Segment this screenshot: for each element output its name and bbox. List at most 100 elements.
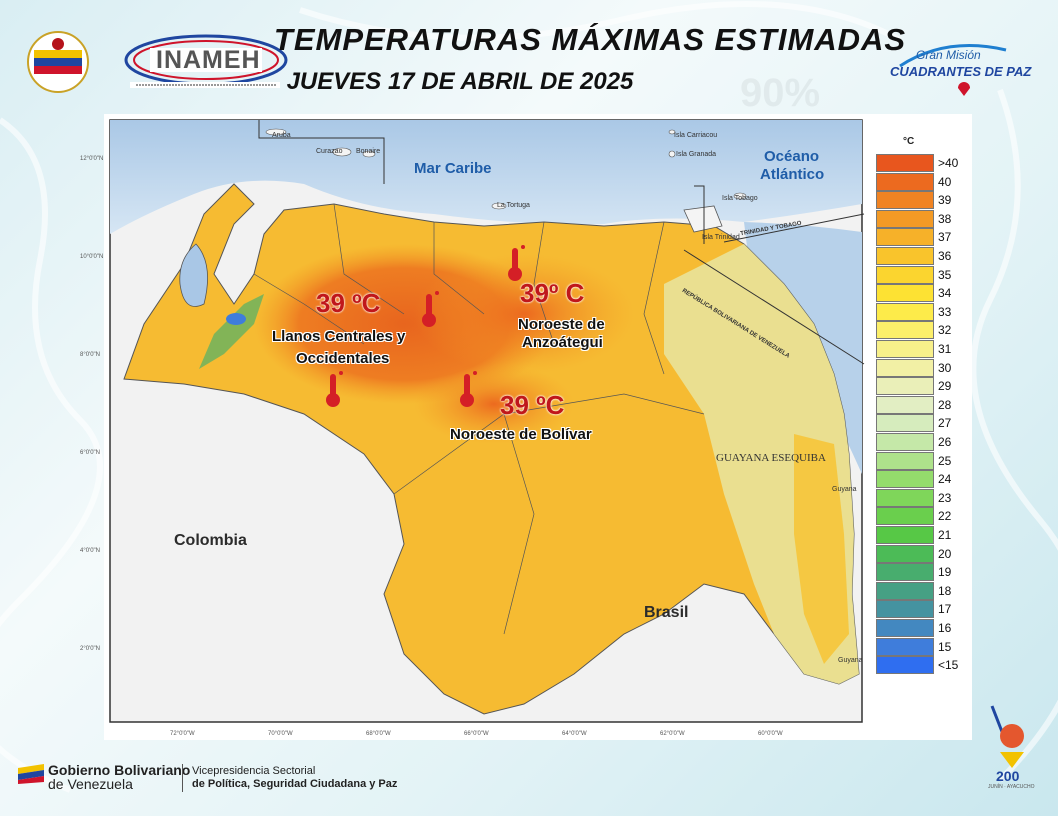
legend-swatch bbox=[876, 284, 934, 303]
legend-label: 23 bbox=[938, 490, 952, 505]
legend-label: 34 bbox=[938, 286, 952, 301]
lon-label: 72°0'0"W bbox=[170, 731, 195, 737]
lat-label: 8°0'0"N bbox=[80, 352, 101, 358]
lon-label: 64°0'0"W bbox=[562, 731, 587, 737]
legend-label: 38 bbox=[938, 211, 952, 226]
legend-swatch bbox=[876, 470, 934, 489]
legend-label: 30 bbox=[938, 360, 952, 375]
legend-swatch bbox=[876, 321, 934, 340]
lon-label: 66°0'0"W bbox=[464, 731, 489, 737]
legend-swatch bbox=[876, 265, 934, 284]
bicentenario-logo: 200 JUNÍN · AYACUCHO bbox=[986, 702, 1038, 796]
thermometer-icon bbox=[422, 291, 439, 327]
lat-label: 12°0'0"N bbox=[80, 156, 104, 162]
caribbean-islands bbox=[265, 128, 747, 210]
island-label-carriacou: Isla Carriacou bbox=[674, 132, 718, 139]
caribbean-sea bbox=[110, 120, 862, 234]
anniversary-text: JUNÍN · AYACUCHO bbox=[988, 784, 1035, 790]
sea-label-mar-caribe: Mar Caribe bbox=[414, 160, 492, 177]
zone-temp-bolivar: 39 ºC bbox=[500, 390, 565, 420]
lat-label: 10°0'0"N bbox=[80, 254, 104, 260]
state-borders bbox=[253, 203, 705, 635]
legend-label: 22 bbox=[938, 509, 952, 524]
mision-logo-line1: Gran Misión bbox=[916, 48, 981, 62]
legend-label: 16 bbox=[938, 621, 952, 635]
legend-swatch bbox=[876, 302, 934, 321]
legend-swatch bbox=[876, 619, 934, 637]
legend-label: 27 bbox=[938, 416, 952, 431]
zone-name-anzoategui-line1: Noroeste de bbox=[518, 316, 605, 333]
lat-label: 2°0'0"N bbox=[80, 646, 101, 652]
zone-name-anzoategui-line2: Anzoátegui bbox=[522, 334, 603, 351]
sea-label-atlantico: Atlántico bbox=[760, 166, 825, 183]
legend-label: 32 bbox=[938, 323, 952, 338]
footer-divider bbox=[182, 764, 183, 792]
legend-swatch bbox=[876, 488, 934, 507]
legend-swatch bbox=[876, 526, 934, 544]
legend-swatch bbox=[876, 600, 934, 619]
lon-label: 70°0'0"W bbox=[268, 731, 293, 737]
country-label-brasil: Brasil bbox=[644, 604, 689, 621]
thermometer-icon bbox=[460, 371, 477, 407]
country-label-guyana-south: Guyana bbox=[838, 657, 863, 664]
legend-label: 33 bbox=[938, 304, 952, 319]
lake-maracaibo bbox=[179, 243, 208, 307]
legend-label: >40 bbox=[938, 156, 959, 170]
legend-swatch bbox=[876, 191, 934, 210]
legend-label: 24 bbox=[938, 472, 952, 487]
legend-swatch bbox=[876, 656, 934, 675]
lat-label: 4°0'0"N bbox=[80, 548, 101, 554]
region-label-guayana-esequiba: GUAYANA ESEQUIBA bbox=[716, 452, 826, 464]
legend-swatch bbox=[876, 414, 934, 433]
legend-label: 36 bbox=[938, 249, 952, 263]
lon-label: 62°0'0"W bbox=[660, 731, 685, 737]
thermometer-icon bbox=[508, 245, 525, 281]
legend-label: 20 bbox=[938, 546, 952, 561]
island-label-granada: Isla Granada bbox=[676, 151, 717, 158]
anniversary-number: 200 bbox=[996, 768, 1020, 784]
legend-label: 21 bbox=[938, 528, 952, 542]
island-label-aruba: Aruba bbox=[272, 132, 291, 139]
legend-label: 37 bbox=[938, 230, 952, 245]
country-label-colombia: Colombia bbox=[174, 532, 247, 549]
legend-label: 29 bbox=[938, 379, 952, 394]
zone-name-bolivar: Noroeste de Bolívar bbox=[450, 426, 592, 443]
footer-gov-line2: de Venezuela bbox=[48, 776, 133, 792]
sea-label-oceano: Océano bbox=[764, 148, 820, 165]
legend-swatch bbox=[876, 433, 934, 451]
andes-cool-zone bbox=[199, 294, 264, 369]
legend-swatch bbox=[876, 507, 934, 526]
inameh-logo-text: INAMEH bbox=[156, 46, 261, 74]
government-seal-logo bbox=[22, 30, 94, 99]
legend-label: 39 bbox=[938, 193, 952, 208]
legend-label: 19 bbox=[938, 565, 952, 580]
island-label-tobago: Isla Tobago bbox=[722, 195, 758, 202]
legend-label: 17 bbox=[938, 602, 952, 617]
cuadrantes-de-paz-logo: Gran Misión CUADRANTES DE PAZ bbox=[886, 36, 1046, 100]
legend-label: 31 bbox=[938, 342, 952, 356]
island-label-curazao: Curazao bbox=[316, 148, 343, 155]
zone-temp-anzoategui: 39º C bbox=[520, 278, 585, 308]
legend-swatch bbox=[876, 395, 934, 414]
lat-label: 6°0'0"N bbox=[80, 450, 101, 456]
legend-swatch bbox=[876, 581, 934, 600]
legend-label: 28 bbox=[938, 397, 952, 412]
legend-label: 15 bbox=[938, 639, 952, 654]
temperature-map: 12°0'0"N 10°0'0"N 8°0'0"N 6°0'0"N 4°0'0"… bbox=[80, 114, 972, 740]
lon-label: 68°0'0"W bbox=[366, 731, 391, 737]
footer-vice-line1: Vicepresidencia Sectorial bbox=[192, 765, 316, 777]
legend-swatch bbox=[876, 340, 934, 358]
footer-vice-line2: de Política, Seguridad Ciudadana y Paz bbox=[192, 778, 398, 790]
zone-name-llanos-line2: Occidentales bbox=[296, 350, 390, 367]
zone-name-llanos-line1: Llanos Centrales y bbox=[272, 328, 406, 345]
legend-unit: °C bbox=[903, 136, 915, 147]
legend-label: <15 bbox=[938, 658, 959, 673]
legend-swatch bbox=[876, 154, 934, 172]
legend-swatch bbox=[876, 209, 934, 228]
hot-zone-bolivar bbox=[414, 364, 574, 444]
hot-zone-anzoategui bbox=[414, 254, 634, 374]
page-subtitle: JUEVES 17 DE ABRIL DE 2025 bbox=[286, 68, 634, 95]
legend-swatch bbox=[876, 637, 934, 656]
inameh-logo: INAMEH bbox=[122, 30, 290, 97]
legend-label: 25 bbox=[938, 453, 952, 468]
